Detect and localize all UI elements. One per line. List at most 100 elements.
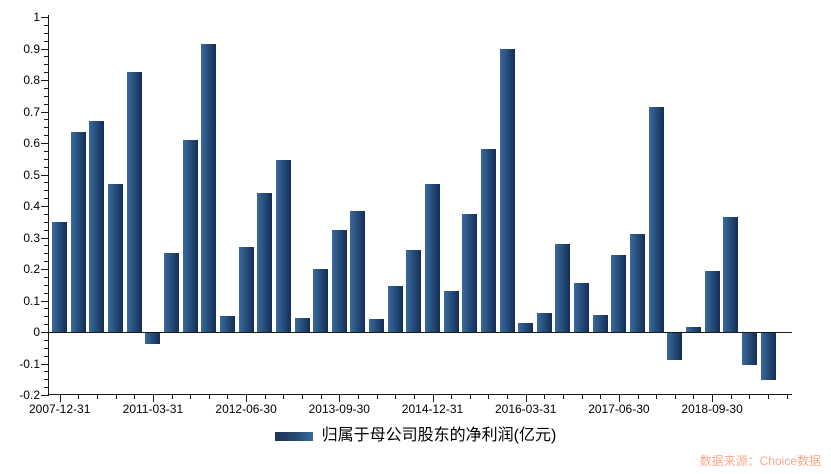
x-axis-tick-label: 2011-03-31	[122, 402, 184, 416]
y-minor-tick	[44, 127, 49, 129]
y-minor-tick	[44, 292, 49, 294]
y-minor-tick	[44, 221, 49, 223]
x-minor-tick	[227, 395, 229, 399]
y-minor-tick	[44, 190, 49, 192]
y-axis-tick-label: 0.9	[23, 41, 40, 56]
x-axis-line	[49, 394, 792, 395]
y-axis-tick-label: 0.6	[23, 136, 40, 150]
y-axis-tick-label: 0.8	[23, 73, 40, 87]
x-minor-tick	[376, 395, 378, 399]
x-minor-tick	[786, 395, 788, 399]
x-minor-tick	[600, 395, 602, 399]
data-source-note: 数据来源：Choice数据	[699, 454, 821, 468]
x-minor-tick	[283, 395, 285, 399]
bar-16	[350, 210, 366, 332]
y-major-tick	[41, 206, 49, 207]
y-major-tick	[41, 363, 49, 365]
x-minor-tick	[637, 395, 639, 399]
bar-12	[275, 160, 291, 332]
y-minor-tick	[44, 95, 49, 97]
y-axis-tick-label: 0.1	[23, 293, 40, 308]
y-major-tick	[41, 111, 49, 113]
y-axis-tick-label: 0	[33, 325, 40, 339]
bar-20	[425, 183, 440, 332]
legend-swatch	[274, 431, 313, 441]
bar-29	[592, 314, 608, 332]
y-minor-tick	[44, 87, 49, 89]
y-axis-tick-label: -0.1	[19, 356, 40, 371]
y-minor-tick	[44, 316, 49, 318]
x-minor-tick	[208, 395, 210, 399]
x-minor-tick	[302, 395, 304, 399]
x-minor-tick	[115, 395, 117, 399]
y-axis-line	[48, 15, 49, 395]
y-axis-tick-label: 0.3	[23, 230, 40, 245]
y-minor-tick	[44, 355, 49, 357]
y-minor-tick	[44, 229, 49, 231]
y-minor-tick	[44, 339, 49, 341]
y-major-tick	[41, 237, 49, 239]
y-axis-tick-label: -0.2	[19, 388, 40, 402]
x-minor-tick	[78, 395, 80, 399]
x-minor-tick	[581, 395, 583, 399]
y-minor-tick	[44, 56, 49, 58]
y-minor-tick	[44, 158, 49, 160]
y-minor-tick	[44, 276, 49, 278]
y-minor-tick	[44, 150, 49, 152]
x-major-tick	[525, 395, 527, 402]
x-minor-tick	[693, 395, 695, 399]
y-axis-tick-label: 1	[33, 10, 40, 24]
legend-label: 归属于母公司股东的净利润(亿元)	[321, 427, 557, 444]
x-axis-tick-label: 2012-06-30	[215, 402, 277, 416]
bar-32	[648, 106, 664, 332]
bar-30	[611, 254, 627, 332]
y-axis-tick-label: 0.4	[23, 199, 40, 213]
bar-22	[462, 213, 478, 332]
bar-2	[89, 120, 105, 332]
x-minor-tick	[730, 395, 732, 399]
y-minor-tick	[44, 245, 49, 247]
x-minor-tick	[656, 395, 658, 399]
bar-11	[257, 193, 273, 332]
y-major-tick	[41, 174, 49, 176]
y-minor-tick	[44, 253, 49, 255]
x-major-tick	[246, 395, 248, 402]
x-minor-tick	[562, 395, 564, 399]
y-minor-tick	[44, 119, 49, 121]
y-major-tick	[41, 17, 49, 18]
bar-8	[201, 43, 217, 332]
x-axis-tick-label: 2017-06-30	[588, 402, 650, 416]
x-major-tick	[339, 395, 341, 402]
y-minor-tick	[44, 387, 49, 389]
y-minor-tick	[44, 371, 49, 373]
y-major-tick	[41, 395, 49, 396]
x-major-tick	[432, 395, 434, 402]
x-axis-tick-label: 2018-09-30	[681, 402, 743, 416]
y-minor-tick	[44, 324, 49, 326]
bar-10	[238, 246, 254, 332]
bar-7	[182, 139, 198, 332]
y-minor-tick	[44, 64, 49, 66]
bar-35	[704, 270, 720, 332]
y-minor-tick	[44, 284, 49, 286]
bar-5	[145, 333, 161, 345]
y-minor-tick	[44, 103, 49, 105]
x-minor-tick	[171, 395, 173, 399]
x-minor-tick	[134, 395, 136, 399]
y-minor-tick	[44, 182, 49, 184]
y-major-tick	[41, 48, 49, 50]
bar-18	[387, 286, 403, 332]
x-minor-tick	[488, 395, 490, 399]
bar-21	[443, 291, 459, 332]
y-minor-tick	[44, 166, 49, 168]
bar-0	[52, 221, 68, 332]
y-minor-tick	[44, 135, 49, 137]
x-axis-tick-label: 2013-09-30	[308, 402, 370, 416]
x-axis-tick-label: 2016-03-31	[494, 402, 557, 416]
x-major-tick	[152, 395, 154, 402]
y-minor-tick	[44, 213, 49, 215]
bar-37	[741, 333, 757, 365]
x-minor-tick	[413, 395, 415, 399]
y-minor-tick	[44, 72, 49, 74]
x-major-tick	[59, 395, 61, 402]
